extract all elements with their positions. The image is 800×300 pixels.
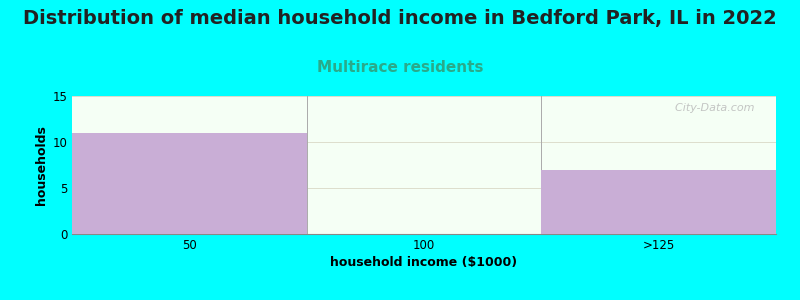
Text: Distribution of median household income in Bedford Park, IL in 2022: Distribution of median household income … [23,9,777,28]
X-axis label: household income ($1000): household income ($1000) [330,256,518,269]
Text: Multirace residents: Multirace residents [317,60,483,75]
Bar [542,169,776,234]
Text: City-Data.com: City-Data.com [668,103,755,113]
Bar [72,133,306,234]
Y-axis label: households: households [35,125,48,205]
